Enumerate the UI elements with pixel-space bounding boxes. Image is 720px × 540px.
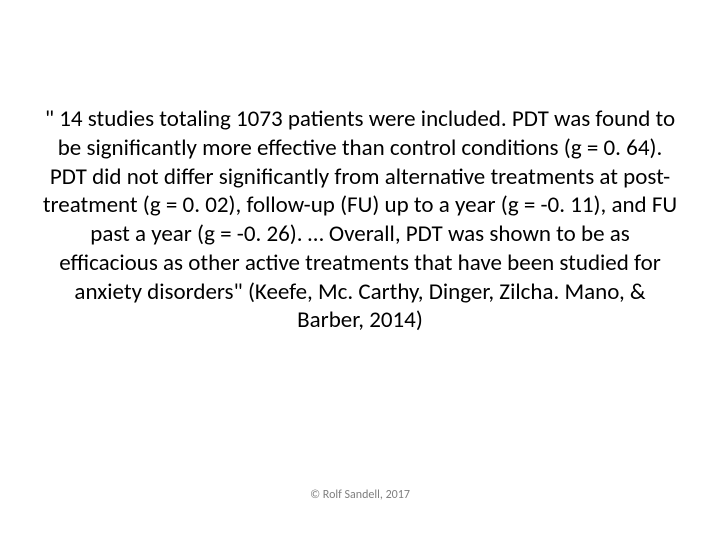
footer-text: © Rolf Sandell, 2017: [0, 488, 720, 502]
slide: " 14 studies totaling 1073 patients were…: [0, 0, 720, 540]
body-text: " 14 studies totaling 1073 patients were…: [40, 105, 680, 335]
